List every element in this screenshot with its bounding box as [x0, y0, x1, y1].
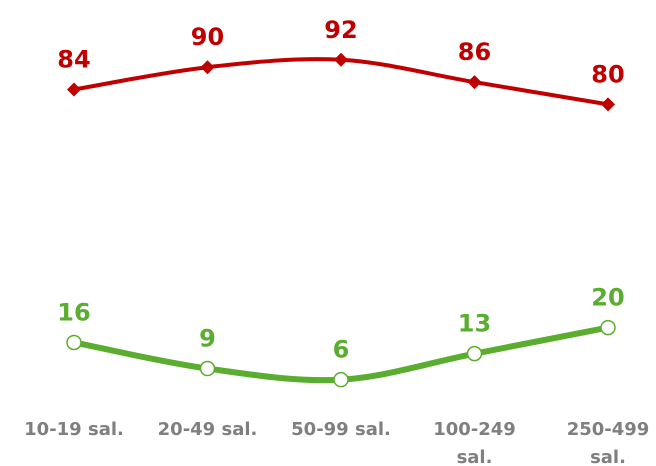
data-label: 6: [333, 336, 350, 364]
point: [199, 360, 216, 377]
x-tick-label: 100-249 sal.: [433, 419, 516, 466]
point: [334, 52, 348, 67]
data-label: 86: [458, 38, 491, 66]
point: [601, 97, 615, 112]
point: [467, 75, 482, 90]
x-tick-label: 250-499 sal.: [566, 419, 650, 466]
x-tick-label: 10-19 sal.: [24, 419, 124, 440]
point: [333, 371, 349, 388]
point: [600, 319, 616, 336]
data-label: 84: [57, 46, 90, 74]
point: [200, 60, 215, 75]
data-label: 92: [324, 16, 357, 44]
data-label: 80: [591, 60, 624, 88]
point: [67, 82, 81, 97]
x-tick-label: 50-99 sal.: [291, 419, 391, 440]
data-label: 13: [458, 310, 491, 338]
point: [466, 345, 483, 362]
data-label: 16: [57, 298, 90, 326]
data-label: 20: [591, 284, 624, 312]
x-tick-label: 20-49 sal.: [157, 419, 258, 440]
point: [66, 334, 82, 351]
data-label: 90: [191, 23, 224, 51]
data-label: 9: [199, 325, 216, 353]
